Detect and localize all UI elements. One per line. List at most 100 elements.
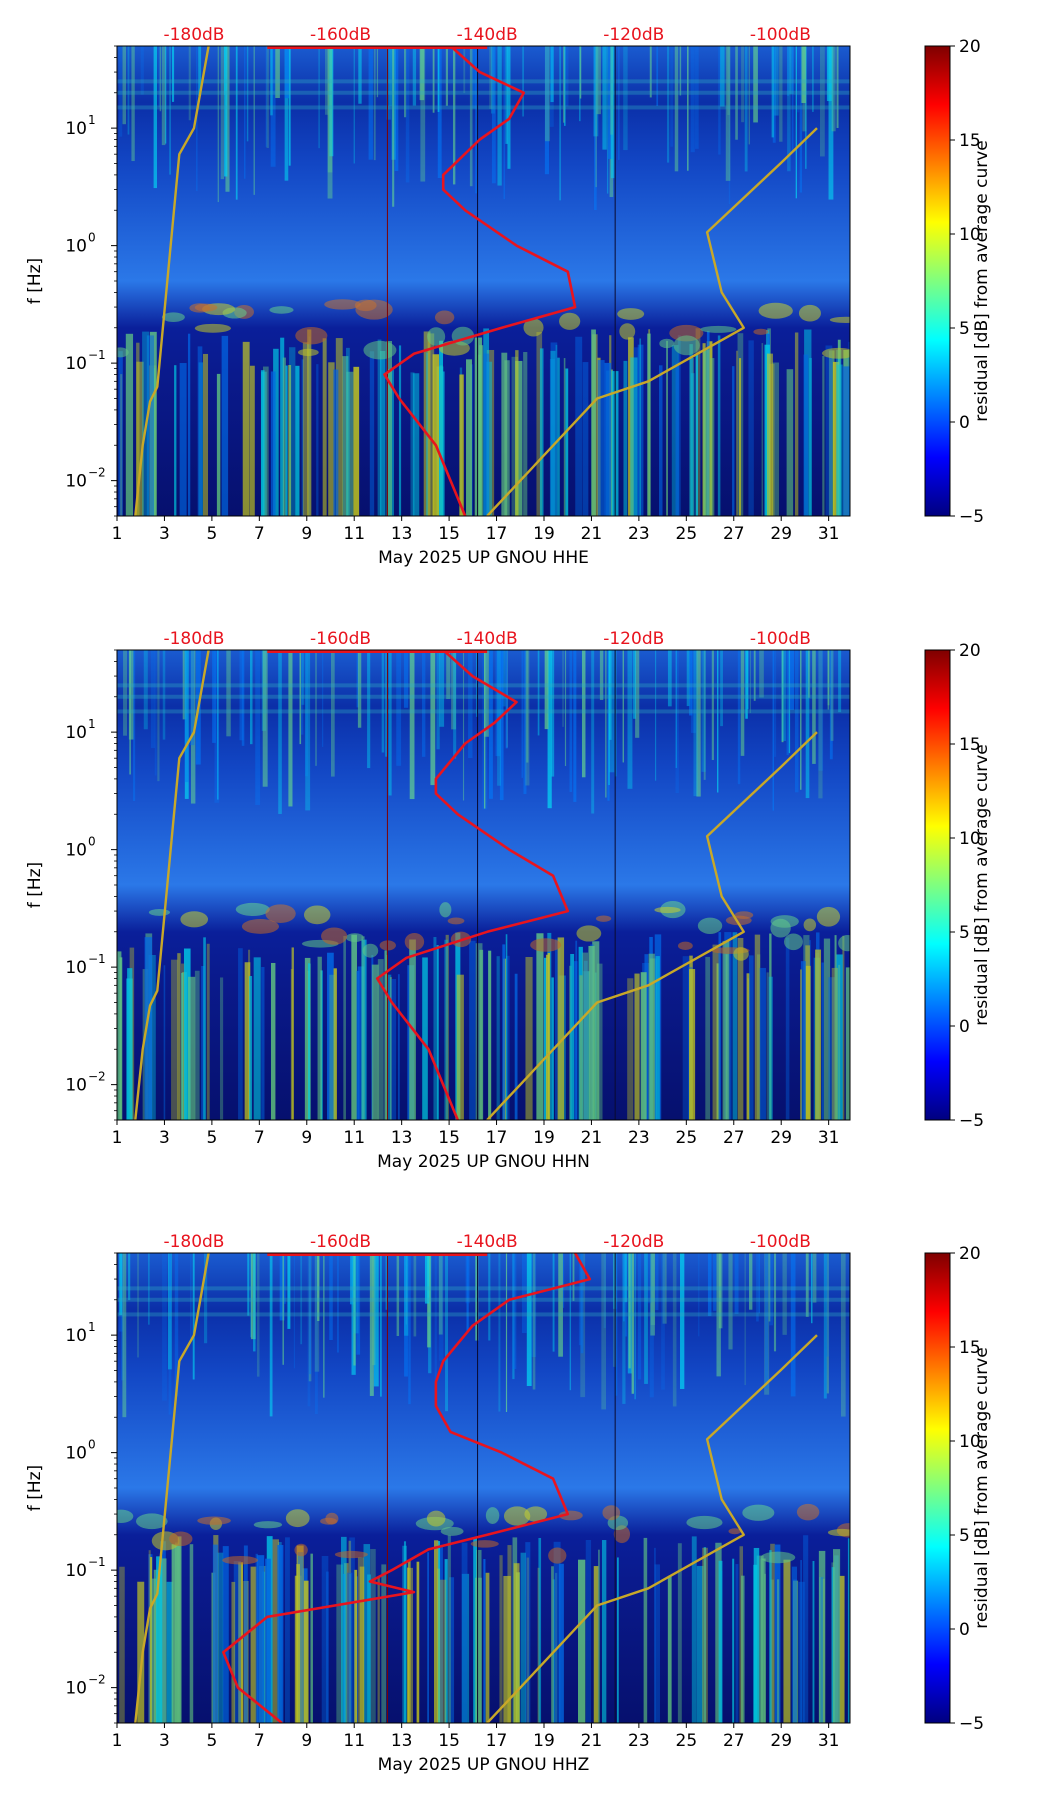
- texture-band: [117, 90, 850, 95]
- texture-streak: [791, 46, 794, 152]
- texture-streak: [162, 1253, 167, 1401]
- top-db-axis: -180dB -160dB -140dB -120dB -100dB: [163, 1232, 810, 1252]
- texture-streak: [386, 368, 394, 516]
- texture-streak: [423, 331, 431, 516]
- texture-streak: [255, 650, 261, 806]
- texture-streak: [177, 1536, 182, 1723]
- texture-streak: [690, 650, 696, 733]
- texture-streak: [336, 1564, 343, 1723]
- texture-blob: [576, 925, 602, 942]
- x-axis-label: May 2025 UP GNOU HHZ: [378, 1755, 590, 1775]
- texture-streak: [738, 358, 742, 516]
- texture-streak: [445, 46, 448, 106]
- texture-streak: [148, 954, 156, 1120]
- colorbar-tick-label: −5: [959, 1111, 984, 1131]
- texture-streak: [247, 1253, 250, 1316]
- texture-streak: [803, 354, 809, 516]
- texture-streak: [287, 1253, 291, 1329]
- spectrogram-plot-area: [117, 650, 850, 1120]
- colorbar-tick-label: 5: [959, 1526, 970, 1546]
- colorbar-tick-label: 15: [959, 1338, 981, 1358]
- texture-streak: [349, 1253, 354, 1305]
- texture-blob: [180, 911, 209, 928]
- texture-streak: [622, 650, 624, 763]
- texture-streak: [771, 46, 774, 138]
- y-axis-label: f [Hz]: [25, 1465, 45, 1511]
- texture-streak: [189, 1544, 194, 1723]
- texture-streak: [505, 934, 508, 1120]
- texture-streak: [624, 1253, 628, 1303]
- texture-streak: [644, 1253, 648, 1384]
- texture-streak: [341, 1536, 347, 1723]
- colorbar-tick-label: 15: [959, 735, 981, 755]
- texture-blob: [404, 932, 425, 951]
- texture-streak: [531, 1253, 537, 1357]
- texture-streak: [625, 1253, 628, 1337]
- x-tick-label: 19: [533, 524, 555, 544]
- texture-blob: [169, 1531, 193, 1547]
- texture-band: [117, 105, 850, 110]
- spectrogram-texture: [117, 650, 850, 1120]
- texture-streak: [168, 1253, 172, 1415]
- texture-streak: [512, 1253, 515, 1380]
- texture-streak: [219, 977, 224, 1120]
- x-tick-label: 7: [254, 524, 265, 544]
- texture-streak: [655, 956, 660, 1120]
- x-axis: 1 3 5 7 9 11 13 15 17 19 21 23 25 27 29 31: [112, 1723, 839, 1751]
- y-tick-label: 10: [65, 841, 87, 861]
- texture-streak: [689, 344, 693, 516]
- texture-streak: [753, 46, 758, 123]
- texture-blob: [194, 323, 231, 333]
- texture-streak: [803, 1535, 809, 1723]
- texture-streak: [439, 650, 445, 727]
- texture-streak: [159, 46, 161, 112]
- texture-streak: [249, 976, 253, 1120]
- x-tick-label: 27: [723, 524, 745, 544]
- texture-streak: [377, 1577, 380, 1723]
- texture-blob: [838, 935, 850, 952]
- x-tick-label: 3: [159, 524, 170, 544]
- texture-streak: [710, 358, 715, 516]
- texture-streak: [396, 1253, 400, 1337]
- texture-streak: [472, 46, 477, 109]
- texture-streak: [356, 970, 360, 1120]
- y-tick-exponent: 1: [88, 113, 96, 127]
- texture-streak: [610, 46, 615, 179]
- texture-streak: [409, 650, 415, 800]
- texture-blob: [485, 1507, 500, 1524]
- texture-streak: [807, 650, 811, 698]
- texture-streak: [662, 1253, 667, 1324]
- texture-streak: [381, 650, 385, 753]
- texture-streak: [764, 344, 770, 516]
- texture-streak: [759, 967, 766, 1120]
- texture-blob: [222, 307, 247, 319]
- texture-band: [117, 79, 850, 84]
- texture-streak: [511, 356, 519, 516]
- colorbar-label: residual [dB] from average curve: [972, 140, 992, 421]
- texture-streak: [649, 936, 653, 1120]
- texture-streak: [537, 1567, 540, 1723]
- texture-streak: [297, 1552, 304, 1723]
- texture-streak: [823, 938, 831, 1120]
- texture-band: [117, 709, 850, 714]
- texture-streak: [323, 1253, 325, 1398]
- texture-blob: [753, 328, 769, 335]
- texture-streak: [725, 46, 731, 181]
- texture-streak: [357, 966, 365, 1120]
- texture-blob: [742, 1504, 775, 1521]
- texture-streak: [357, 1557, 365, 1723]
- texture-streak: [495, 650, 501, 757]
- texture-streak: [391, 46, 396, 160]
- colorbar-tick-label: 0: [959, 1017, 970, 1037]
- texture-streak: [359, 1566, 365, 1723]
- x-tick-label: 11: [343, 1128, 365, 1148]
- texture-streak: [202, 353, 209, 516]
- x-tick-label: 15: [438, 1128, 460, 1148]
- texture-streak: [171, 46, 175, 102]
- texture-streak: [785, 937, 790, 1120]
- y-tick-exponent: −1: [88, 348, 106, 362]
- texture-streak: [249, 365, 255, 516]
- texture-streak: [398, 345, 402, 516]
- texture-streak: [758, 1253, 760, 1314]
- texture-streak: [241, 650, 245, 746]
